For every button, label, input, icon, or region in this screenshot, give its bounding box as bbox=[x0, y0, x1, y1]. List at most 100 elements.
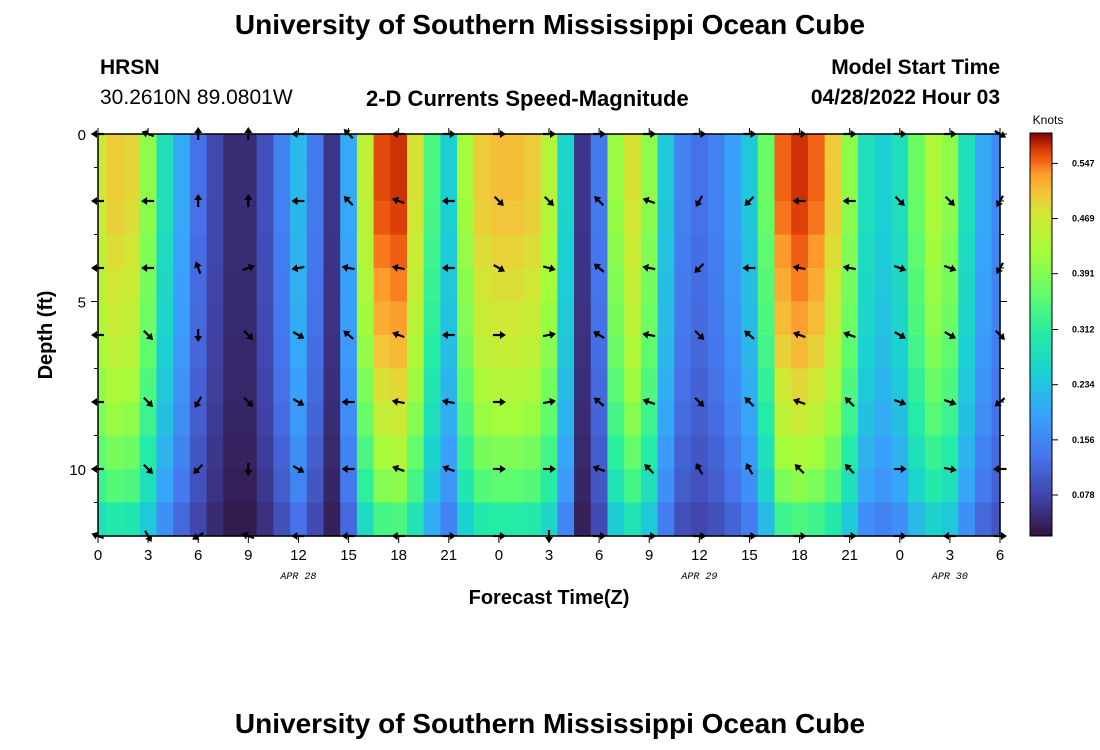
heatmap-cell bbox=[590, 469, 609, 504]
heatmap-cell bbox=[774, 234, 792, 269]
heatmap-cell bbox=[824, 335, 842, 370]
heatmap-cell bbox=[306, 435, 325, 470]
heatmap-cell bbox=[189, 435, 208, 470]
heatmap-cell bbox=[657, 469, 675, 504]
heatmap-cell bbox=[423, 234, 442, 269]
heatmap-cell bbox=[473, 301, 492, 336]
heatmap-cell bbox=[106, 368, 124, 403]
current-vector bbox=[542, 397, 556, 406]
heatmap-cell bbox=[690, 335, 709, 370]
heatmap-cell bbox=[707, 335, 725, 370]
heatmap-cell bbox=[824, 234, 842, 269]
current-vector bbox=[695, 195, 704, 208]
heatmap-cell bbox=[791, 469, 809, 504]
heatmap-cell bbox=[640, 502, 659, 537]
heatmap-cell bbox=[607, 167, 625, 202]
heatmap-cell bbox=[908, 167, 926, 202]
heatmap-cell bbox=[356, 167, 375, 202]
heatmap-cells bbox=[98, 134, 1001, 537]
heatmap-cell bbox=[774, 368, 792, 403]
heatmap-cell bbox=[924, 234, 943, 269]
current-vector bbox=[441, 197, 455, 205]
heatmap-cell bbox=[958, 268, 976, 303]
page-title: University of Southern Mississippi Ocean… bbox=[234, 9, 866, 40]
heatmap-cell bbox=[924, 502, 943, 537]
current-vector bbox=[644, 464, 655, 475]
heatmap-cell bbox=[540, 268, 558, 303]
current-vector bbox=[842, 197, 856, 205]
heatmap-cell bbox=[958, 167, 976, 202]
heatmap-cell bbox=[356, 268, 375, 303]
heatmap-cell bbox=[206, 335, 224, 370]
heatmap-cell bbox=[106, 268, 124, 303]
heatmap-cell bbox=[273, 402, 291, 437]
heatmap-cell bbox=[457, 301, 475, 336]
heatmap-cell bbox=[941, 335, 959, 370]
heatmap-cell bbox=[473, 502, 492, 537]
heatmap-cell bbox=[123, 402, 141, 437]
heatmap-cell bbox=[841, 335, 859, 370]
heatmap-cell bbox=[457, 167, 475, 202]
heatmap-cell bbox=[356, 234, 375, 269]
heatmap-cell bbox=[440, 201, 458, 236]
heatmap-cell bbox=[757, 435, 776, 470]
heatmap-cell bbox=[807, 335, 826, 370]
heatmap-cell bbox=[123, 167, 141, 202]
heatmap-cell bbox=[674, 502, 692, 537]
heatmap-cell bbox=[891, 134, 909, 169]
heatmap-cell bbox=[173, 469, 191, 504]
heatmap-cell bbox=[490, 469, 508, 504]
heatmap-cell bbox=[356, 502, 375, 537]
heatmap-cell bbox=[924, 402, 943, 437]
current-vector bbox=[592, 464, 606, 473]
heatmap-cell bbox=[674, 268, 692, 303]
heatmap-cell bbox=[624, 402, 642, 437]
heatmap-cell bbox=[574, 134, 592, 169]
heatmap-cell bbox=[908, 502, 926, 537]
current-vector bbox=[143, 396, 154, 407]
heatmap-cell bbox=[507, 301, 525, 336]
heatmap-cell bbox=[757, 201, 776, 236]
heatmap-cell bbox=[523, 201, 542, 236]
heatmap-cell bbox=[807, 502, 826, 537]
y-tick-label: 10 bbox=[69, 462, 86, 479]
heatmap-cell bbox=[323, 301, 341, 336]
heatmap-cell bbox=[941, 134, 959, 169]
heatmap-cell bbox=[440, 368, 458, 403]
current-vector bbox=[943, 465, 957, 474]
heatmap-cell bbox=[156, 167, 174, 202]
heatmap-cell bbox=[407, 402, 425, 437]
current-vector bbox=[543, 465, 556, 473]
heatmap-cell bbox=[624, 301, 642, 336]
heatmap-cell bbox=[173, 167, 191, 202]
current-vector bbox=[441, 397, 455, 406]
heatmap-cell bbox=[390, 167, 408, 202]
heatmap-cell bbox=[807, 435, 826, 470]
heatmap-cell bbox=[290, 435, 308, 470]
heatmap-cell bbox=[974, 502, 993, 537]
heatmap-cell bbox=[290, 368, 308, 403]
heatmap-cell bbox=[273, 502, 291, 537]
current-vector bbox=[492, 398, 506, 406]
heatmap-cell bbox=[540, 301, 558, 336]
heatmap-cell bbox=[891, 469, 909, 504]
heatmap-cell bbox=[139, 435, 158, 470]
heatmap-cell bbox=[624, 134, 642, 169]
heatmap-cell bbox=[724, 469, 742, 504]
colorbar-tick-label: 0.469 bbox=[1072, 214, 1095, 224]
heatmap-cell bbox=[624, 167, 642, 202]
heatmap-cell bbox=[239, 368, 258, 403]
heatmap-cell bbox=[306, 502, 325, 537]
heatmap-cell bbox=[540, 234, 558, 269]
heatmap-cell bbox=[557, 268, 575, 303]
heatmap-cell bbox=[941, 301, 959, 336]
heatmap-cell bbox=[540, 335, 558, 370]
heatmap-cell bbox=[574, 502, 592, 537]
current-vector bbox=[745, 462, 754, 475]
current-vector bbox=[244, 194, 253, 207]
heatmap-cell bbox=[490, 402, 508, 437]
x-tick-label: 0 bbox=[896, 547, 904, 564]
heatmap-cell bbox=[457, 402, 475, 437]
current-vector bbox=[744, 195, 755, 206]
heatmap-cell bbox=[290, 402, 308, 437]
